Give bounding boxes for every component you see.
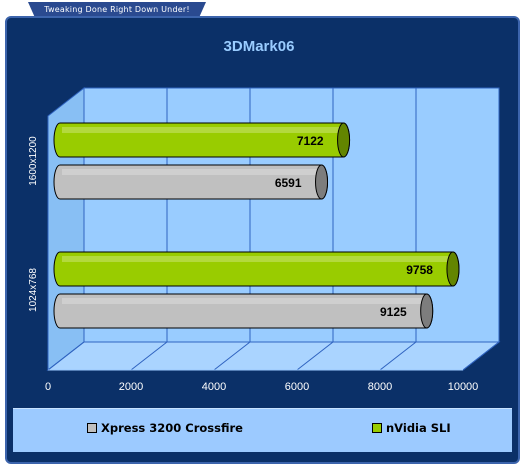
x-tick-label: 10000 [448,381,479,393]
gridline-floor [296,341,334,371]
bar-highlight [62,169,320,175]
bar-value-label: 9125 [380,305,407,319]
plot-floor [46,341,501,371]
chart-title: 3DMark06 [224,38,295,55]
x-tick-label: 8000 [368,381,392,393]
category-label: 1024x768 [28,268,39,312]
bar-highlight [62,127,342,133]
bar-end-cap [446,251,460,287]
legend-label-xpress: Xpress 3200 Crossfire [101,421,243,435]
bar-value-label: 6591 [275,176,302,190]
legend-swatch-nvidia [372,423,382,433]
gridline-floor [130,341,168,371]
bar-highlight [62,256,451,262]
x-tick-label: 6000 [285,381,309,393]
bar-end-cap [337,122,351,158]
gridline-floor [213,341,251,371]
bar-value-label: 7122 [297,134,324,148]
legend-label-nvidia: nVidia SLI [386,421,451,435]
gridline-floor [379,341,417,371]
bar-value-label: 9758 [406,263,433,277]
x-tick-label: 4000 [202,381,226,393]
bar-highlight [62,298,425,304]
legend-swatch-xpress [87,423,97,433]
gridline-floor [462,341,500,371]
bar-end-cap [315,164,329,200]
x-tick-label: 2000 [119,381,143,393]
x-tick-label: 0 [45,381,51,393]
bar-end-cap [420,293,434,329]
legend-item-nvidia: nVidia SLI [372,421,451,435]
category-label: 1600x1200 [28,136,39,186]
gridline-floor [47,341,85,371]
legend: Xpress 3200 Crossfire nVidia SLI [13,408,512,452]
legend-item-xpress: Xpress 3200 Crossfire [87,421,243,435]
